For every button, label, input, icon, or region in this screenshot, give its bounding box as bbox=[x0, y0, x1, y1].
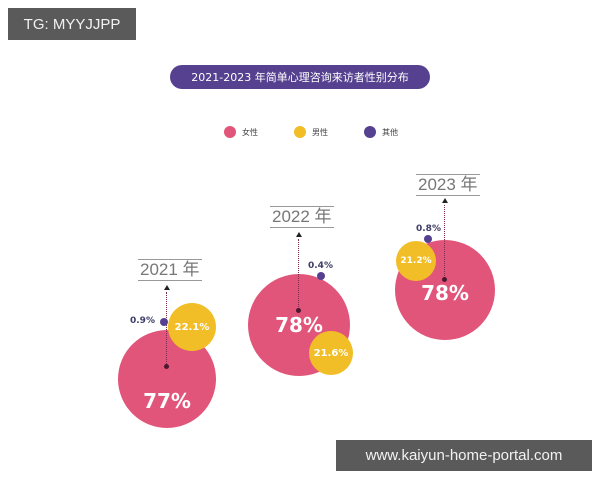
male-bubble-2022: 21.6% bbox=[309, 331, 353, 375]
male-swatch-icon bbox=[294, 126, 306, 138]
other-value-2021: 0.9% bbox=[130, 316, 155, 326]
female-value: 77% bbox=[143, 389, 191, 413]
watermark-bottom-right: www.kaiyun-home-portal.com bbox=[336, 440, 592, 471]
watermark-top-left: TG: MYYJJPP bbox=[8, 8, 136, 40]
anchor-dot bbox=[296, 308, 301, 313]
legend-label: 其他 bbox=[382, 127, 398, 137]
year-label-2022: 2022 年 bbox=[270, 206, 334, 228]
other-value-2022: 0.4% bbox=[308, 261, 333, 271]
other-value-2023: 0.8% bbox=[416, 224, 441, 234]
female-swatch-icon bbox=[224, 126, 236, 138]
legend-item-female: 女性 bbox=[224, 126, 294, 138]
female-value: 78% bbox=[421, 281, 469, 305]
legend-item-other: 其他 bbox=[364, 126, 434, 138]
legend-label: 男性 bbox=[312, 127, 328, 137]
year-label-2021: 2021 年 bbox=[138, 259, 202, 281]
arrow-up-icon bbox=[164, 285, 170, 290]
other-bubble-2022 bbox=[317, 272, 325, 280]
other-bubble-2023 bbox=[424, 235, 432, 243]
year-label-2023: 2023 年 bbox=[416, 174, 480, 196]
legend-item-male: 男性 bbox=[294, 126, 364, 138]
arrow-up-icon bbox=[442, 198, 448, 203]
anchor-dot bbox=[442, 277, 447, 282]
legend-label: 女性 bbox=[242, 127, 258, 137]
male-bubble-2023: 21.2% bbox=[396, 241, 436, 281]
leader-line bbox=[298, 239, 299, 309]
legend: 女性 男性 其他 bbox=[224, 126, 434, 138]
chart-title: 2021-2023 年简单心理咨询来访者性别分布 bbox=[170, 65, 430, 89]
other-swatch-icon bbox=[364, 126, 376, 138]
leader-line bbox=[444, 205, 445, 280]
arrow-up-icon bbox=[296, 232, 302, 237]
anchor-dot bbox=[164, 364, 169, 369]
other-bubble-2021 bbox=[160, 318, 168, 326]
leader-line bbox=[166, 292, 167, 368]
male-bubble-2021: 22.1% bbox=[168, 303, 216, 351]
